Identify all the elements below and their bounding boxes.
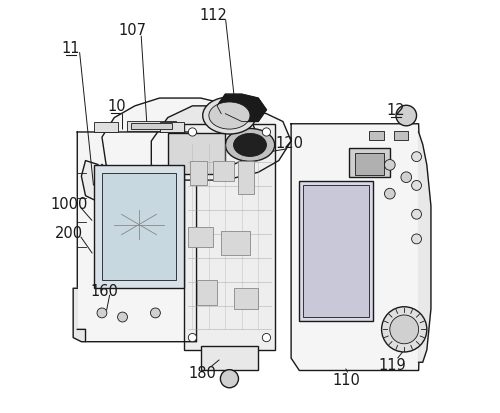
Bar: [348, 149, 390, 178]
Polygon shape: [217, 95, 266, 122]
Circle shape: [382, 307, 427, 352]
Polygon shape: [82, 161, 118, 204]
Circle shape: [390, 315, 418, 344]
Bar: [196, 280, 217, 305]
Circle shape: [188, 334, 196, 342]
Text: 1000: 1000: [50, 197, 88, 212]
Circle shape: [412, 235, 422, 244]
Bar: [94, 122, 118, 133]
Circle shape: [401, 173, 411, 183]
Circle shape: [396, 106, 416, 126]
Bar: [184, 124, 274, 350]
Circle shape: [412, 181, 422, 191]
Text: 12: 12: [386, 102, 406, 118]
Bar: [234, 289, 258, 309]
Bar: [102, 174, 176, 280]
Circle shape: [262, 128, 270, 137]
Text: 107: 107: [119, 23, 147, 38]
Ellipse shape: [209, 103, 250, 130]
Bar: [126, 122, 176, 132]
Text: 11: 11: [62, 41, 80, 56]
Bar: [94, 166, 184, 289]
Bar: [168, 134, 226, 175]
Text: 180: 180: [189, 365, 216, 380]
Text: 110: 110: [332, 372, 360, 387]
Bar: [221, 231, 250, 256]
Text: 10: 10: [107, 99, 126, 114]
Circle shape: [188, 128, 196, 137]
Text: 120: 120: [275, 135, 303, 150]
Ellipse shape: [202, 98, 256, 135]
Text: 112: 112: [199, 8, 227, 23]
Circle shape: [97, 308, 107, 318]
Bar: [304, 186, 370, 317]
Circle shape: [384, 160, 395, 171]
Text: 119: 119: [378, 357, 406, 372]
Polygon shape: [102, 99, 291, 180]
Circle shape: [220, 370, 238, 388]
Polygon shape: [73, 289, 86, 342]
Bar: [238, 161, 254, 194]
Ellipse shape: [234, 134, 266, 157]
Bar: [160, 122, 184, 133]
Text: 200: 200: [55, 225, 83, 241]
Bar: [370, 132, 384, 141]
Circle shape: [412, 152, 422, 162]
Bar: [190, 161, 207, 186]
Circle shape: [150, 308, 160, 318]
Circle shape: [384, 189, 395, 199]
Polygon shape: [291, 124, 422, 370]
Bar: [355, 153, 384, 176]
Polygon shape: [418, 133, 431, 362]
Ellipse shape: [226, 129, 274, 162]
Polygon shape: [152, 107, 258, 180]
Bar: [130, 124, 172, 130]
Bar: [188, 227, 213, 247]
Bar: [300, 182, 374, 321]
Circle shape: [118, 312, 128, 322]
Text: 160: 160: [90, 283, 118, 298]
Bar: [213, 161, 234, 182]
Bar: [200, 346, 258, 370]
Circle shape: [412, 210, 422, 220]
Bar: [394, 132, 408, 141]
Circle shape: [262, 334, 270, 342]
Polygon shape: [78, 133, 196, 342]
